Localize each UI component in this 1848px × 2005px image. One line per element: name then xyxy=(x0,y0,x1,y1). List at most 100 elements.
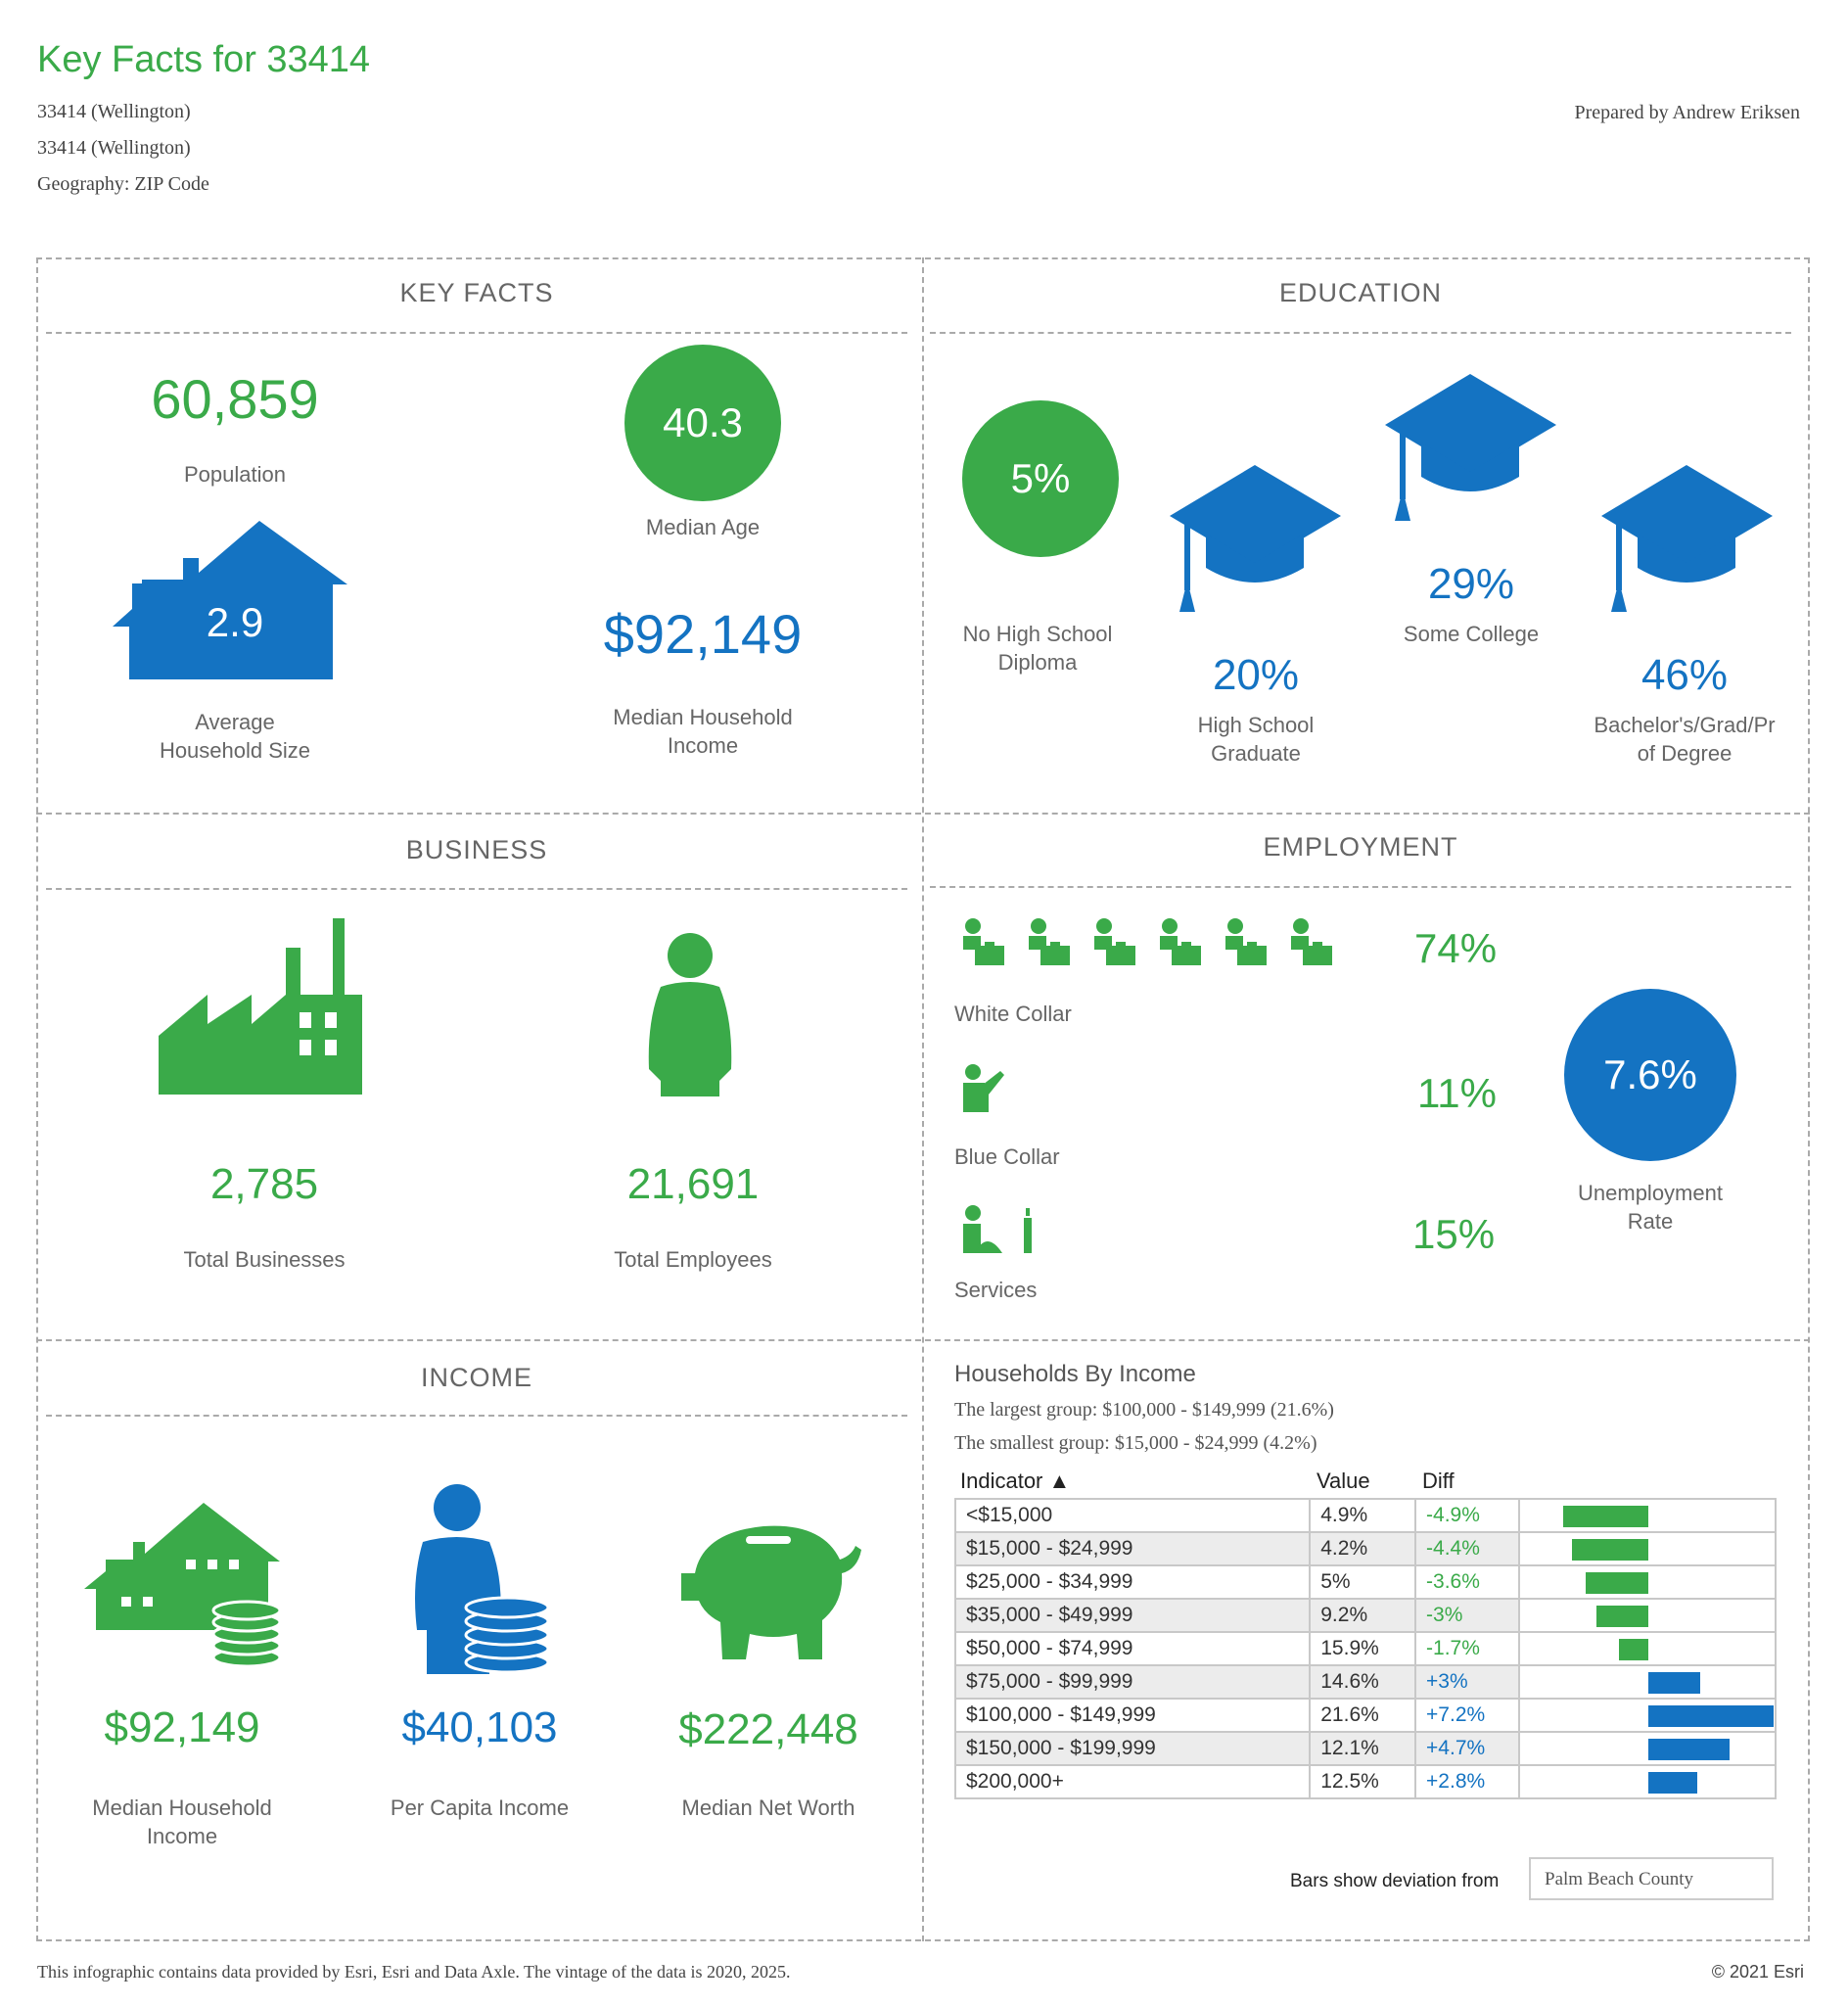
white-collar-icons xyxy=(963,918,1332,965)
diff-cell: -4.9% xyxy=(1414,1498,1520,1533)
business-title-rule xyxy=(46,888,907,890)
income-median-household-value: $92,149 xyxy=(104,1703,260,1751)
table-row: $35,000 - $49,999 9.2% -3% xyxy=(953,1598,1778,1633)
unemployment-value: 7.6% xyxy=(1603,1051,1697,1097)
table-row: $15,000 - $24,999 4.2% -4.4% xyxy=(953,1531,1778,1566)
employment-title: EMPLOYMENT xyxy=(1263,832,1458,862)
population-value: 60,859 xyxy=(151,368,319,430)
unemployment-label: Unemployment Rate xyxy=(1578,1181,1723,1234)
indicator-cell: $200,000+ xyxy=(953,1764,1312,1799)
deviation-bar xyxy=(1647,1705,1774,1727)
median-household-income-label: Median Household Income xyxy=(613,705,793,758)
geography-line-2: 33414 (Wellington) xyxy=(37,137,191,159)
median-age-circle: 40.3 xyxy=(624,345,781,501)
value-cell: 4.9% xyxy=(1309,1498,1417,1533)
indicator-cell: $75,000 - $99,999 xyxy=(953,1664,1312,1700)
diff-cell: +2.8% xyxy=(1414,1764,1520,1799)
value-cell: 15.9% xyxy=(1309,1631,1417,1666)
some-college-label: Some College xyxy=(1403,622,1540,646)
per-capita-income-value: $40,103 xyxy=(401,1703,558,1751)
diff-cell: +3% xyxy=(1414,1664,1520,1700)
piggy-bank-icon xyxy=(681,1525,861,1659)
key-facts-title: KEY FACTS xyxy=(399,278,554,307)
median-net-worth-value: $222,448 xyxy=(678,1705,858,1753)
table-row: <$15,000 4.9% -4.9% xyxy=(953,1498,1778,1533)
value-cell: 14.6% xyxy=(1309,1664,1417,1700)
deviation-bar-cell xyxy=(1517,1564,1778,1600)
value-cell: 12.1% xyxy=(1309,1731,1417,1766)
graduation-cap-icon xyxy=(1170,465,1341,612)
income-title-rule xyxy=(46,1415,907,1417)
deviation-bar-cell xyxy=(1517,1498,1778,1533)
avg-household-size-label: Average Household Size xyxy=(159,710,311,763)
blue-collar-value: 11% xyxy=(1417,1070,1497,1116)
graduation-cap-icon xyxy=(1385,374,1556,521)
row-divider-2 xyxy=(36,1339,1810,1341)
deviation-bar xyxy=(1585,1572,1648,1594)
bachelor-degree-value: 46% xyxy=(1640,651,1729,699)
deviation-compare-select[interactable]: Palm Beach County xyxy=(1529,1857,1774,1900)
services-label: Services xyxy=(954,1278,1038,1302)
education-title-rule xyxy=(930,332,1791,334)
per-capita-income-label: Per Capita Income xyxy=(390,1795,570,1820)
table-row: $150,000 - $199,999 12.1% +4.7% xyxy=(953,1731,1778,1766)
indicator-cell: <$15,000 xyxy=(953,1498,1312,1533)
total-employees-value: 21,691 xyxy=(626,1160,760,1208)
total-employees-label: Total Employees xyxy=(614,1247,772,1272)
person-coins-icon xyxy=(415,1484,548,1674)
smallest-group-text: The smallest group: $15,000 - $24,999 (4… xyxy=(954,1432,1317,1454)
indicator-cell: $150,000 - $199,999 xyxy=(953,1731,1312,1766)
value-cell: 9.2% xyxy=(1309,1598,1417,1633)
diff-cell: -1.7% xyxy=(1414,1631,1520,1666)
population-label: Population xyxy=(184,462,286,487)
indicator-cell: $25,000 - $34,999 xyxy=(953,1564,1312,1600)
deviation-label: Bars show deviation from xyxy=(1290,1871,1500,1891)
column-header-diff[interactable]: Diff xyxy=(1422,1469,1455,1493)
income-title: INCOME xyxy=(421,1363,532,1392)
employment-title-rule xyxy=(930,886,1791,888)
white-collar-value: 74% xyxy=(1414,925,1498,971)
prepared-by: Prepared by Andrew Eriksen xyxy=(1574,102,1801,123)
services-icon xyxy=(963,1205,1032,1253)
diff-cell: -4.4% xyxy=(1414,1531,1520,1566)
deviation-bar xyxy=(1618,1639,1648,1660)
no-high-school-label: No High School Diploma xyxy=(962,622,1113,675)
row-divider-1 xyxy=(36,813,1810,815)
median-age-value: 40.3 xyxy=(663,399,743,445)
house-icon xyxy=(113,521,347,679)
deviation-bar xyxy=(1647,1739,1731,1760)
no-high-school-value: 5% xyxy=(1010,455,1071,501)
deviation-bar xyxy=(1562,1506,1648,1527)
income-table: <$15,000 4.9% -4.9% $15,000 - $24,999 4.2% -4… xyxy=(953,1498,1778,1799)
indicator-cell: $35,000 - $49,999 xyxy=(953,1598,1312,1633)
column-header-indicator[interactable]: Indicator ▲ xyxy=(960,1469,1071,1493)
deviation-bar-cell xyxy=(1517,1598,1778,1633)
median-household-income-value: $92,149 xyxy=(603,603,803,665)
deviation-bar-cell xyxy=(1517,1698,1778,1733)
blue-collar-label: Blue Collar xyxy=(954,1144,1060,1169)
indicator-cell: $15,000 - $24,999 xyxy=(953,1531,1312,1566)
deviation-bar-cell xyxy=(1517,1531,1778,1566)
education-title: EDUCATION xyxy=(1278,278,1442,307)
avg-household-size-value: 2.9 xyxy=(206,599,264,645)
table-row: $200,000+ 12.5% +2.8% xyxy=(953,1764,1778,1799)
deviation-bar-cell xyxy=(1517,1731,1778,1766)
geography-line-1: 33414 (Wellington) xyxy=(37,101,191,122)
column-header-value[interactable]: Value xyxy=(1317,1469,1370,1493)
hs-graduate-label: High School Graduate xyxy=(1197,713,1315,766)
total-businesses-label: Total Businesses xyxy=(183,1247,346,1272)
value-cell: 21.6% xyxy=(1309,1698,1417,1733)
business-title: BUSINESS xyxy=(405,835,548,864)
white-collar-label: White Collar xyxy=(954,1002,1072,1026)
deviation-bar xyxy=(1595,1606,1648,1627)
value-cell: 5% xyxy=(1309,1564,1417,1600)
footer-copyright: © 2021 Esri xyxy=(1711,1962,1804,1982)
diff-cell: +7.2% xyxy=(1414,1698,1520,1733)
no-high-school-circle: 5% xyxy=(962,400,1119,557)
column-divider xyxy=(922,257,924,1941)
unemployment-circle: 7.6% xyxy=(1564,989,1736,1161)
deviation-bar xyxy=(1571,1539,1648,1561)
geography-type: Geography: ZIP Code xyxy=(37,173,209,195)
some-college-value: 29% xyxy=(1427,560,1515,608)
median-net-worth-label: Median Net Worth xyxy=(681,1795,855,1820)
